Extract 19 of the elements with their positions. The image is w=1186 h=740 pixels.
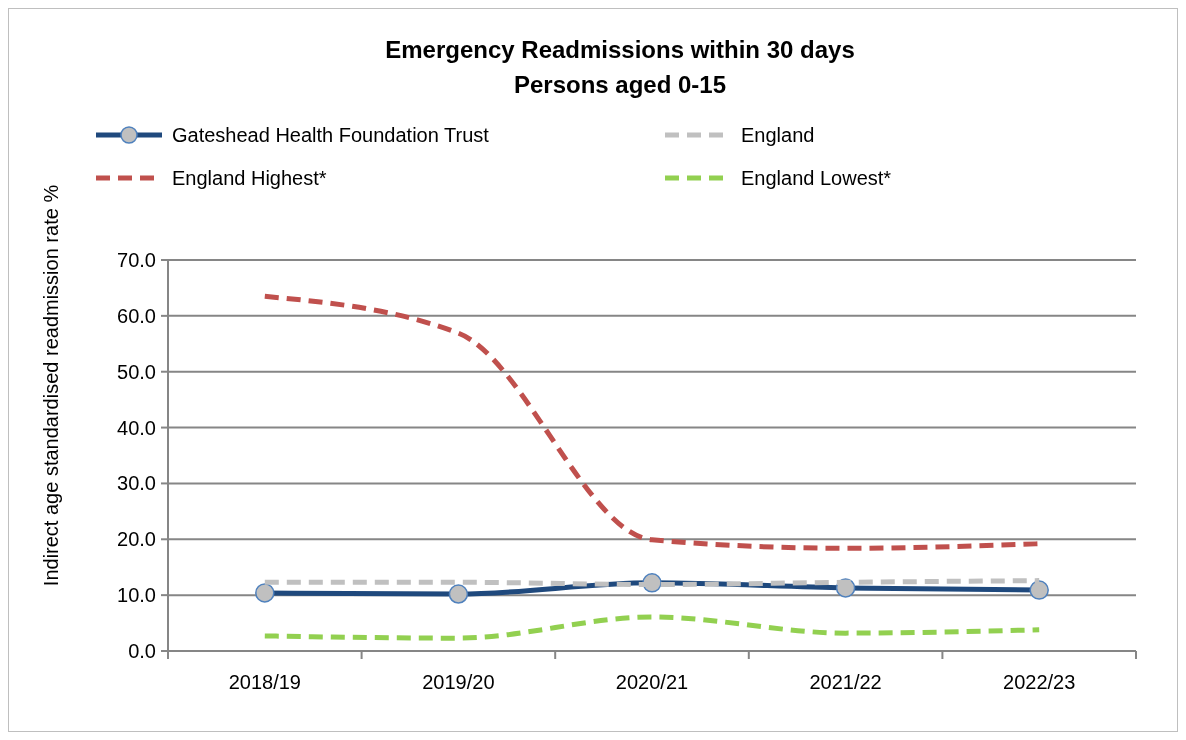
y-tick-label: 20.0 [117,528,156,551]
y-axis-title: Indirect age standardised readmission rate % [40,184,62,587]
x-tick-label: 2021/22 [809,671,882,693]
y-tick-label: 40.0 [117,416,156,439]
x-tick-label: 2020/21 [615,671,689,693]
x-tick-label: 2018/19 [228,671,301,693]
y-tick-label: 10.0 [117,584,156,607]
chart-title: Emergency Readmissions within 30 days Persons aged 0-15 [385,36,855,98]
x-tick-label: 2019/20 [422,671,495,693]
y-tick-label: 60.0 [117,304,156,327]
legend-label: Gateshead Health Foundation Trust [172,124,490,146]
legend-label: England Lowest* [741,167,892,189]
x-tick-label: 2022/23 [1003,671,1076,693]
y-tick-label: 70.0 [117,249,156,271]
legend-label: England [741,124,815,146]
y-tick-label: 0.0 [128,640,156,662]
legend-label: England Highest* [172,167,327,189]
y-tick-label: 30.0 [117,472,156,495]
y-tick-label: 50.0 [117,360,156,383]
